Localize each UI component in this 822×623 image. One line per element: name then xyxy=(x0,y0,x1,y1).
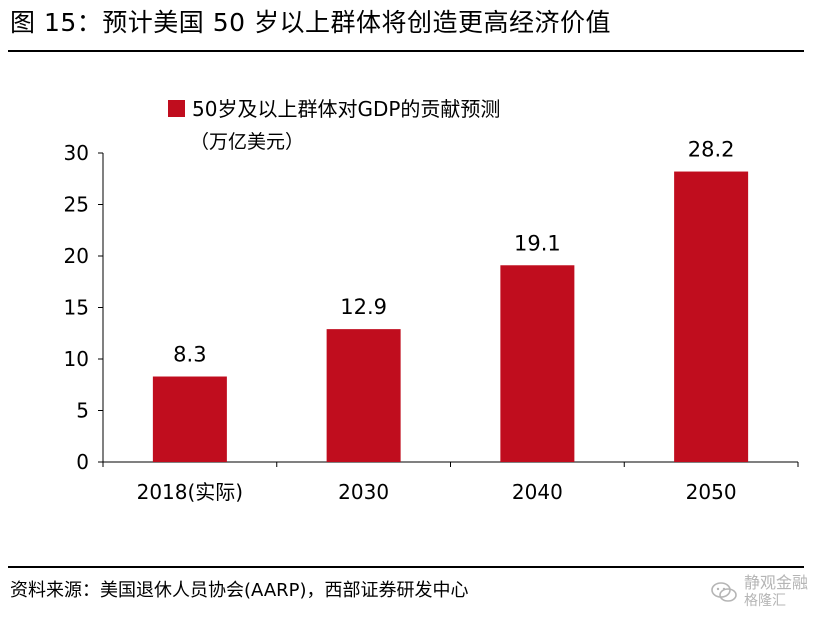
watermark: 静观金融 格隆汇 xyxy=(710,570,808,614)
y-tick-label: 15 xyxy=(64,296,89,320)
bar-value-label: 12.9 xyxy=(340,295,387,319)
wechat-icon xyxy=(711,582,737,602)
x-tick-label: 2040 xyxy=(512,480,563,504)
legend-unit: （万亿美元） xyxy=(190,131,304,153)
bar xyxy=(326,329,401,462)
y-tick-label: 25 xyxy=(64,193,89,217)
footer-divider xyxy=(8,566,804,568)
source-note: 资料来源：美国退休人员协会(AARP)，西部证券研发中心 xyxy=(10,580,469,601)
bar xyxy=(152,376,227,462)
legend-swatch xyxy=(168,100,185,117)
watermark-sub: 格隆汇 xyxy=(743,593,786,609)
y-tick-label: 0 xyxy=(76,450,89,474)
legend-label: 50岁及以上群体对GDP的贡献预测 xyxy=(192,97,500,121)
bar-chart: 0 5 10 15 20 25 30 8.3 2018(实际) 12.9 2030 19.1 2040 2… xyxy=(64,97,799,504)
watermark-main: 静观金融 xyxy=(743,573,808,592)
x-tick-label: 2018(实际) xyxy=(137,480,244,504)
bar-value-label: 28.2 xyxy=(688,138,735,162)
y-tick-label: 20 xyxy=(64,244,89,268)
title-divider xyxy=(8,50,804,52)
bar-value-label: 8.3 xyxy=(173,343,206,367)
bar xyxy=(674,171,749,462)
y-tick-label: 10 xyxy=(64,347,89,371)
bar xyxy=(500,265,575,462)
x-tick-label: 2030 xyxy=(338,480,389,504)
y-tick-label: 5 xyxy=(76,399,89,423)
x-tick-label: 2050 xyxy=(686,480,737,504)
figure-title: 图 15：预计美国 50 岁以上群体将创造更高经济价值 xyxy=(10,8,611,37)
bar-value-label: 19.1 xyxy=(514,231,561,255)
y-tick-label: 30 xyxy=(64,141,89,165)
